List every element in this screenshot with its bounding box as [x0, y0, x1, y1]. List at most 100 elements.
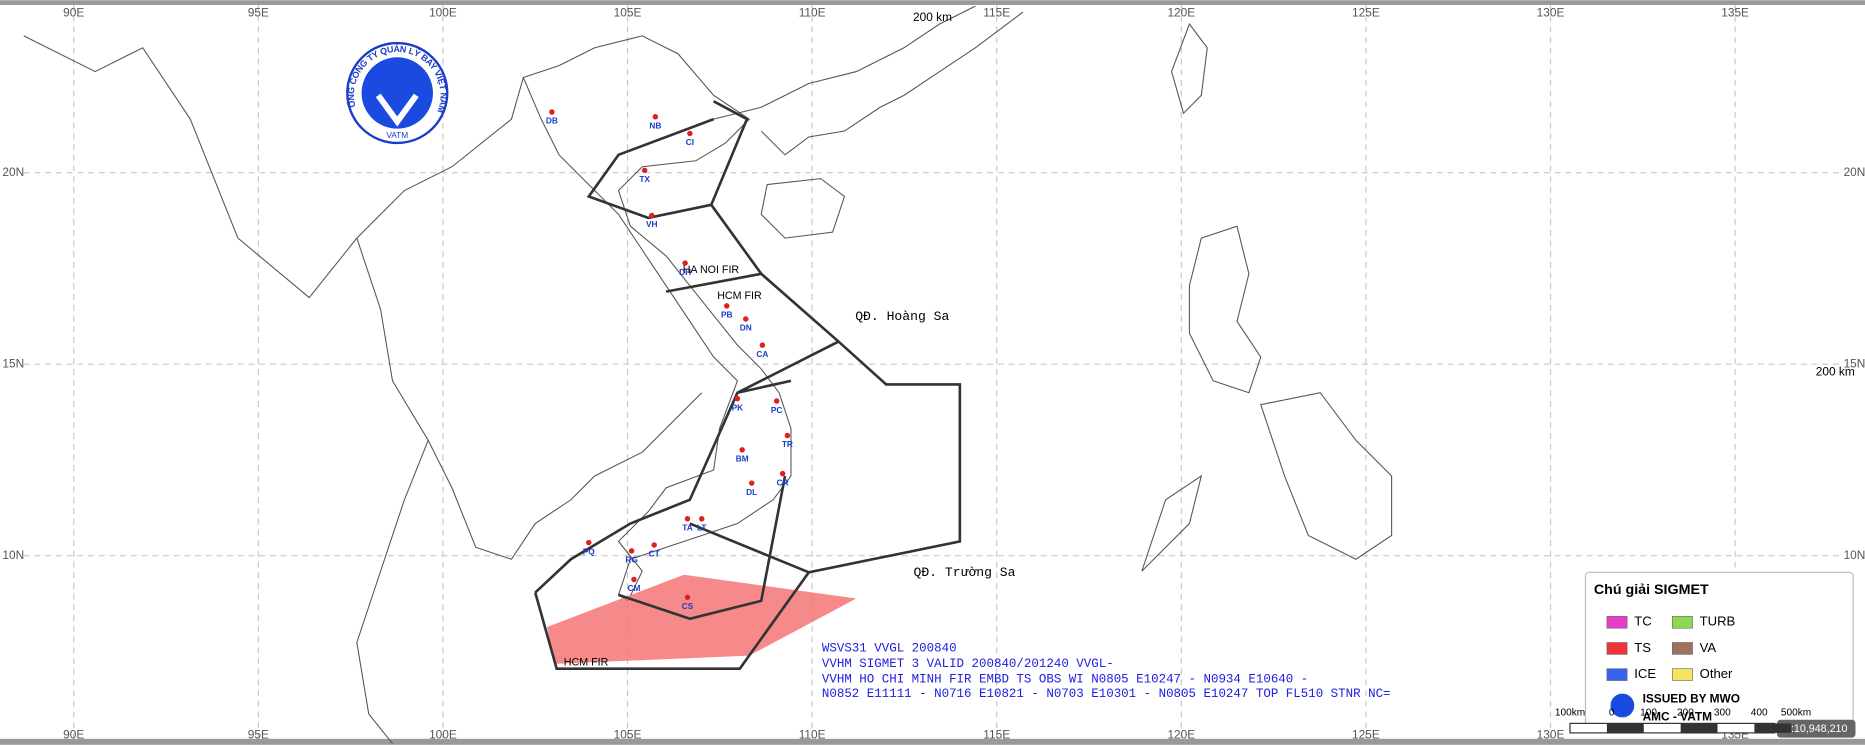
- longitude-label: 110E: [799, 5, 826, 19]
- legend: Chú giải SIGMET ISSUED BY MWO AMC - VATM…: [1584, 571, 1854, 728]
- issued-by: AMC - VATM: [1643, 710, 1713, 724]
- latitude-label: 15N: [2, 356, 24, 370]
- legend-label: TURB: [1700, 614, 1736, 629]
- station-code: CT: [649, 549, 660, 559]
- station-dot: [779, 470, 786, 477]
- scale-segment: [1606, 723, 1644, 733]
- legend-title: Chú giải SIGMET: [1594, 582, 1709, 598]
- scale-ratio: 1:10,948,210: [1785, 723, 1847, 735]
- fir-boundaries: [533, 100, 962, 670]
- longitude-label: 125E: [1352, 5, 1380, 19]
- latitude-label: 10N: [1844, 548, 1865, 562]
- latitude-label: 20N: [1844, 165, 1865, 179]
- longitude-label: 120E: [1167, 5, 1195, 19]
- coastline: [1141, 225, 1393, 572]
- station-dot: [734, 395, 741, 402]
- station-dot: [641, 167, 648, 174]
- scale-right: 200 km: [1816, 365, 1855, 379]
- station-dot: [631, 576, 637, 583]
- station-code: DN: [740, 323, 752, 333]
- longitude-label: 130E: [1537, 5, 1565, 19]
- island-label: QĐ. Trường Sa: [913, 565, 1015, 580]
- scale-label: 0: [1609, 707, 1615, 718]
- station-code: NB: [649, 120, 661, 130]
- scale-label: 500km: [1781, 707, 1811, 718]
- latitude-label: 20N: [2, 165, 24, 179]
- longitude-label: 125E: [1352, 727, 1380, 741]
- station-dot: [743, 316, 749, 322]
- scale-label: 100km: [1555, 707, 1585, 718]
- scale-label: 300: [1714, 707, 1731, 718]
- legend-swatch: [1606, 642, 1628, 655]
- legend-swatch: [1606, 668, 1628, 681]
- coastline: [522, 35, 792, 602]
- station-code: LT: [697, 523, 707, 533]
- sigmet-line: VVHM HO CHI MINH FIR EMBD TS OBS WI N080…: [822, 673, 1308, 687]
- station-code: BM: [736, 454, 749, 464]
- station-code: PQ: [583, 546, 596, 556]
- scale-top: 200 km: [913, 10, 952, 24]
- scale-segment: [1680, 723, 1718, 733]
- station-dot: [748, 480, 755, 486]
- scale-ratio-box: [1776, 719, 1856, 738]
- station-code: VH: [646, 219, 658, 229]
- station-dot: [784, 432, 791, 439]
- station-dot: [684, 594, 691, 601]
- station-code: CS: [682, 601, 694, 611]
- coastline: [23, 35, 703, 744]
- scale-label: 100: [1640, 707, 1657, 718]
- legend-label: TS: [1634, 640, 1651, 655]
- scale-bar-frame: [1569, 722, 1776, 734]
- station-code: RG: [625, 555, 637, 565]
- longitude-label: 135E: [1721, 5, 1749, 19]
- longitude-label: 120E: [1167, 727, 1195, 741]
- fir-label: HCM FIR: [717, 290, 762, 302]
- station-dot: [687, 130, 693, 137]
- longitude-label: 115E: [983, 727, 1010, 741]
- station-code: DL: [746, 487, 757, 497]
- station-code: CR: [777, 477, 789, 487]
- scale-label: 200: [1677, 707, 1694, 718]
- station-code: CI: [686, 137, 694, 147]
- legend-swatch: [1606, 616, 1628, 629]
- longitude-label: 105E: [614, 727, 642, 741]
- station-dot: [628, 548, 635, 554]
- longitude-label: 115E: [983, 5, 1010, 19]
- station-dot: [759, 342, 766, 348]
- station-code: PC: [771, 405, 783, 415]
- legend-swatch: [1672, 616, 1693, 629]
- station-dot: [773, 398, 780, 404]
- coastline: [1171, 22, 1208, 115]
- logo-v: [375, 93, 419, 127]
- longitude-label: 95E: [248, 727, 269, 741]
- logo-abbr: VATM: [386, 130, 408, 140]
- island-label: QĐ. Hoàng Sa: [855, 309, 949, 324]
- legend-label: ICE: [1634, 666, 1656, 681]
- station-code: CA: [756, 349, 768, 359]
- station-dot: [652, 114, 659, 120]
- stations: DB NB CI TX VH DH PB DN CA PK PC BM TR CR DL TA LT PQ RG CT…: [546, 109, 793, 611]
- coastline: [760, 178, 846, 239]
- legend-swatch: [1672, 642, 1693, 655]
- station-dot: [699, 516, 705, 522]
- graticule: 90E 90E 95E 95E 100E 100E 105E 105E 110E 110E 115E…: [2, 4, 1865, 741]
- station-dot: [651, 542, 657, 548]
- station-dot: [549, 109, 555, 115]
- longitude-label: 100E: [429, 5, 457, 19]
- station-code: TA: [682, 523, 692, 533]
- coastlines: [23, 5, 1393, 744]
- legend-swatch: [1672, 668, 1693, 681]
- legend-logo: [1608, 691, 1637, 720]
- sigmet-line: WSVS31 VVGL 200840: [822, 642, 957, 656]
- latitude-label: 15N: [1844, 356, 1865, 370]
- longitude-label: 100E: [429, 727, 457, 741]
- logo-disc: [361, 57, 433, 129]
- sigmet-line: VVHM SIGMET 3 VALID 200840/201240 VVGL-: [822, 657, 1114, 671]
- station-code: DB: [546, 116, 558, 126]
- station-code: TX: [639, 174, 650, 184]
- sigmet-line: N0852 E11111 - N0716 E10821 - N0703 E103…: [822, 687, 1391, 701]
- station-dot: [682, 260, 688, 266]
- longitude-label: 90E: [63, 727, 84, 741]
- station-code: CM: [627, 583, 640, 593]
